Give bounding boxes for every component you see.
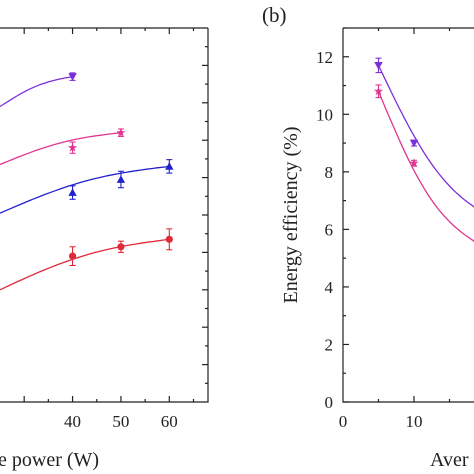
panel-b-series-1-fit-line <box>377 91 474 242</box>
panel-b-series-0-point <box>374 62 383 70</box>
panel-a-series-1-point <box>67 142 78 152</box>
panel-a-series <box>0 72 174 291</box>
panel-a-series-0-fit-line <box>0 75 73 108</box>
panel-b-x-tick-label: 0 <box>339 412 348 431</box>
panel-b-series-1-point <box>409 158 419 168</box>
panel-a-series-2-point <box>116 175 126 183</box>
panel-a-series-2-point <box>68 188 77 196</box>
panel-b-y-tick-label: 4 <box>325 278 334 297</box>
panel-a-series-2-fit-line <box>0 165 170 214</box>
panel-a-series-2-point <box>165 162 174 170</box>
panel-a-x-tick-label: 40 <box>64 412 81 431</box>
panel-a-series-1-fit-line <box>0 132 121 166</box>
panel-b-y-tick-label: 2 <box>325 335 334 354</box>
panel-b-label: (b) <box>262 3 287 27</box>
panel-b-y-tick-label: 8 <box>325 163 334 182</box>
panel-a-series-3-point <box>68 252 77 260</box>
panel-a-series-3-fit-line <box>0 238 170 291</box>
panel-a-series-0-point <box>68 73 77 81</box>
panel-b-series-0-fit-line <box>377 65 474 208</box>
panel-b-y-axis-label: Energy efficiency (%) <box>280 127 302 304</box>
panel-b-ticks <box>343 27 451 403</box>
panel-b-y-tick-label: 12 <box>316 48 333 67</box>
panel-b-y-tick-labels: 0 2 4 6 8 10 12 <box>316 48 334 412</box>
panel-b-y-tick-label: 0 <box>325 393 334 412</box>
panel-a-series-3-point <box>117 243 125 251</box>
panel-a-x-axis-label: e power (W) <box>0 449 99 471</box>
panel-a-series-1-point <box>116 127 126 137</box>
panel-a-x-tick-label: 50 <box>112 412 129 431</box>
panel-a-series-3-point <box>165 235 173 243</box>
panel-b-y-tick-label: 6 <box>325 220 334 239</box>
panel-b-axes-frame <box>342 28 474 403</box>
panel-a-axes-frame <box>0 28 209 403</box>
panel-b-series <box>373 57 474 242</box>
panel-b-y-tick-label: 10 <box>316 105 333 124</box>
panel-b-x-tick-labels: 0 10 <box>339 412 423 431</box>
panel-b-series-0-point <box>409 139 419 148</box>
panel-a-ticks <box>23 28 208 402</box>
panel-b-x-tick-label: 10 <box>406 412 423 431</box>
panel-b-x-axis-label: Aver <box>430 449 469 471</box>
panel-a-x-tick-labels: 40 50 60 <box>64 412 178 431</box>
panel-a-x-tick-label: 60 <box>161 412 178 431</box>
panel-a: 40 50 60 e power (W) <box>0 27 209 471</box>
panel-b-series-1-point <box>373 86 384 96</box>
